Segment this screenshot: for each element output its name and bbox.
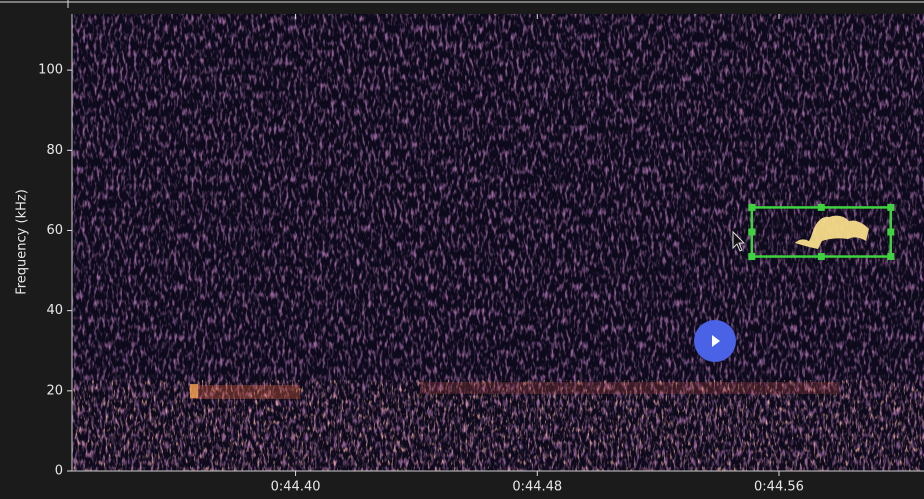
selection-handle[interactable]	[887, 253, 895, 261]
plot-area	[72, 14, 924, 471]
play-button[interactable]	[694, 320, 736, 362]
selection-handle[interactable]	[748, 253, 756, 261]
y-tick-label: 40	[46, 303, 63, 318]
detected-call	[795, 215, 869, 249]
selection-handle[interactable]	[748, 203, 756, 211]
play-icon	[712, 335, 720, 347]
y-tick-label: 20	[46, 383, 63, 398]
call-onset	[190, 384, 198, 398]
x-tick-label: 0:44.56	[754, 480, 804, 495]
selection-handle[interactable]	[887, 228, 895, 236]
x-tick-label: 0:44.40	[271, 480, 321, 495]
low-frequency-energy	[72, 380, 924, 471]
mouse-cursor	[732, 230, 746, 252]
selection-handle[interactable]	[817, 203, 825, 211]
y-tick-label: 100	[38, 63, 63, 78]
y-axis-label: Frequency (kHz)	[15, 189, 30, 295]
selection-handle[interactable]	[817, 253, 825, 261]
y-tick-label: 60	[46, 223, 63, 238]
call-band	[420, 382, 840, 394]
y-tick-label: 0	[55, 464, 63, 479]
y-tick-label: 80	[46, 143, 63, 158]
selection-handle[interactable]	[748, 228, 756, 236]
call-band	[190, 385, 300, 399]
x-tick-label: 0:44.48	[512, 480, 562, 495]
selection-handle[interactable]	[887, 203, 895, 211]
